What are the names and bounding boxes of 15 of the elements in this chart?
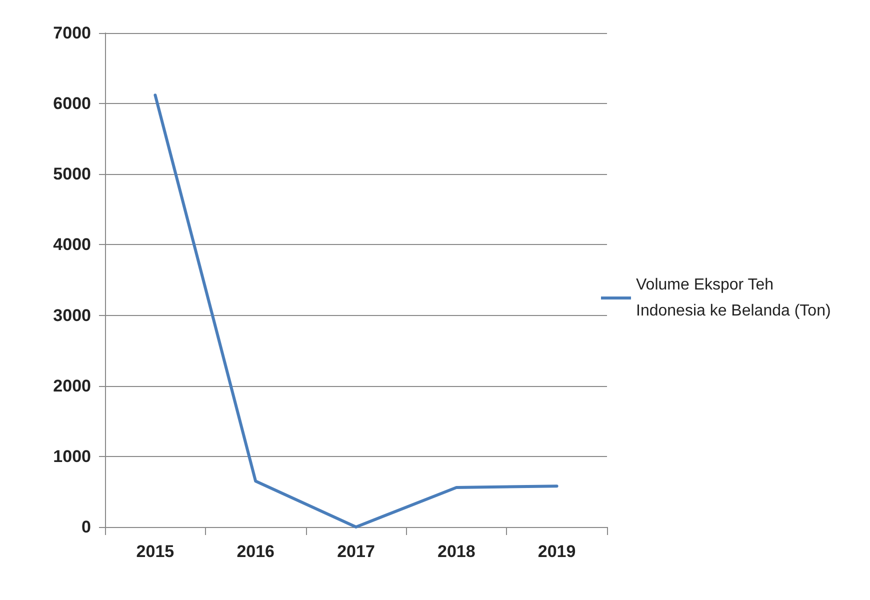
legend-label: Volume Ekspor Teh Indonesia ke Belanda (Ton) xyxy=(636,276,831,320)
y-tick-label: 1000 xyxy=(53,446,91,466)
line-series xyxy=(154,94,558,528)
y-tick-label: 3000 xyxy=(53,306,91,325)
y-tick-label: 5000 xyxy=(53,164,91,184)
x-tick-label: 2018 xyxy=(437,542,476,561)
x-tick-label: 2015 xyxy=(136,542,174,561)
y-tick-label: 2000 xyxy=(53,376,91,396)
x-tick-label: 2019 xyxy=(538,542,576,561)
y-tick-label: 7000 xyxy=(53,24,91,42)
y-tick-label: 6000 xyxy=(53,94,91,114)
x-tick-label: 2016 xyxy=(236,542,275,561)
y-tick-label: 0 xyxy=(82,518,91,536)
y-tick-label: 4000 xyxy=(53,235,91,254)
x-tick-label: 2017 xyxy=(337,542,375,561)
